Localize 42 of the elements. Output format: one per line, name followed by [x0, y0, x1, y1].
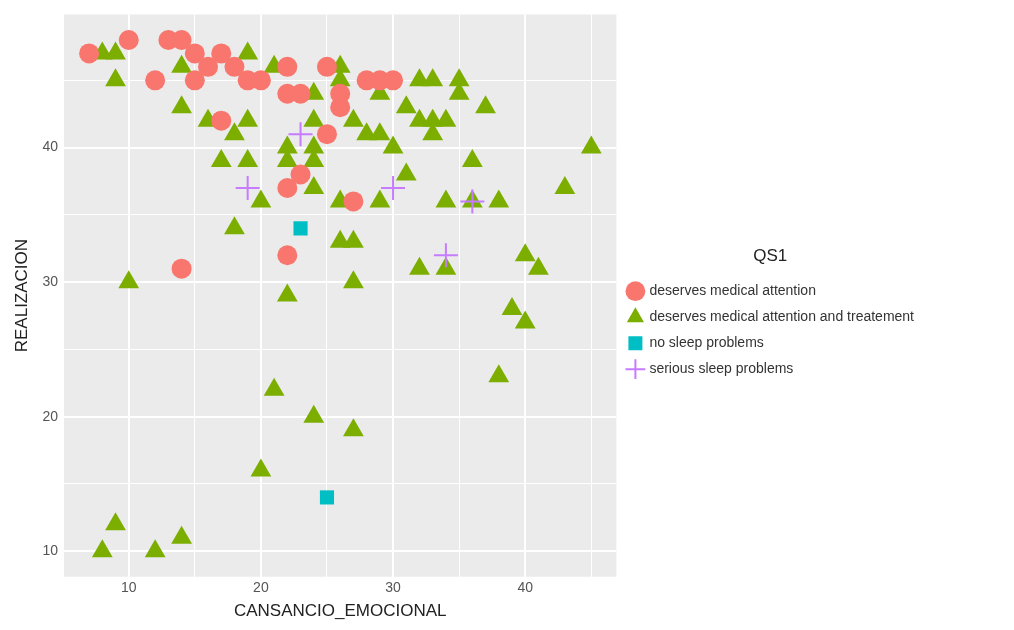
- point: [316, 124, 337, 145]
- point: [381, 175, 406, 200]
- point: [224, 56, 245, 77]
- legend-label: deserves medical attention and treatement: [649, 308, 915, 325]
- point: [293, 221, 308, 236]
- point: [290, 83, 311, 104]
- point: [198, 56, 219, 77]
- point: [460, 189, 485, 214]
- point: [316, 56, 337, 77]
- legend-label: no sleep problems: [649, 334, 764, 351]
- legend-label: serious sleep problems: [649, 360, 794, 377]
- point: [211, 43, 232, 64]
- point: [211, 110, 232, 131]
- x-tick-label: 10: [120, 579, 137, 596]
- point: [433, 243, 458, 268]
- x-tick-label: 40: [517, 579, 534, 596]
- point: [277, 245, 298, 266]
- y-tick-label: 40: [42, 138, 59, 155]
- x-axis-title: CANSANCIO_EMOCIONAL: [233, 601, 447, 621]
- point: [343, 191, 364, 212]
- x-tick-label: 20: [253, 579, 269, 596]
- point: [288, 122, 313, 147]
- point: [184, 43, 205, 64]
- y-tick-label: 20: [42, 407, 59, 424]
- legend-title: QS1: [753, 245, 788, 265]
- point: [79, 43, 100, 64]
- point: [319, 490, 335, 505]
- y-tick-label: 10: [42, 542, 59, 559]
- point: [118, 29, 139, 50]
- point: [277, 177, 298, 198]
- point: [235, 175, 260, 200]
- point: [330, 97, 351, 118]
- y-axis-title: REALIZACION: [11, 238, 31, 353]
- point: [184, 70, 205, 91]
- x-tick-label: 30: [385, 579, 402, 596]
- legend-label: deserves medical attention: [649, 282, 816, 299]
- point: [383, 70, 404, 91]
- point: [290, 164, 311, 185]
- y-tick-label: 30: [42, 273, 59, 289]
- point: [171, 258, 192, 279]
- point: [277, 56, 298, 77]
- point: [145, 70, 166, 91]
